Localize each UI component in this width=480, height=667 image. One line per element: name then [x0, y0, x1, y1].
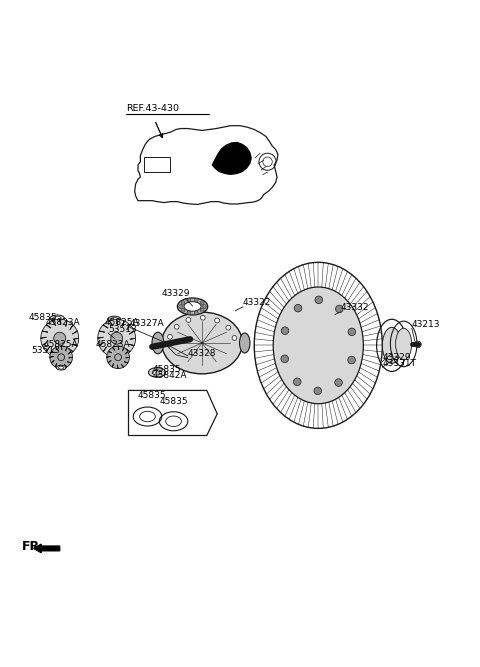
Circle shape — [194, 311, 198, 315]
Text: 45823A: 45823A — [46, 318, 80, 327]
Circle shape — [200, 308, 204, 312]
Text: 53513: 53513 — [108, 325, 137, 334]
Ellipse shape — [152, 370, 162, 375]
Circle shape — [335, 379, 342, 386]
Text: 43331T: 43331T — [383, 359, 416, 368]
Ellipse shape — [111, 317, 118, 321]
Circle shape — [186, 317, 191, 322]
Ellipse shape — [166, 416, 181, 426]
Circle shape — [174, 324, 179, 329]
Bar — [144, 157, 170, 172]
Text: FR.: FR. — [22, 540, 45, 553]
Circle shape — [181, 301, 185, 304]
FancyArrow shape — [34, 544, 60, 553]
Text: REF.43-430: REF.43-430 — [126, 104, 179, 113]
Text: 45825A: 45825A — [43, 340, 78, 349]
Circle shape — [168, 334, 172, 339]
Ellipse shape — [56, 366, 66, 370]
Ellipse shape — [148, 368, 166, 377]
Polygon shape — [97, 319, 136, 358]
Circle shape — [415, 341, 421, 348]
Ellipse shape — [140, 412, 156, 422]
Circle shape — [348, 328, 356, 336]
Ellipse shape — [178, 298, 208, 315]
Text: 45823A: 45823A — [96, 340, 130, 349]
Circle shape — [111, 332, 122, 344]
Text: 43322: 43322 — [243, 298, 271, 307]
Text: 45835: 45835 — [29, 313, 58, 322]
Ellipse shape — [383, 327, 401, 364]
Circle shape — [215, 318, 219, 323]
Ellipse shape — [396, 328, 412, 360]
Circle shape — [187, 311, 191, 315]
Text: 43327A: 43327A — [130, 319, 165, 327]
Ellipse shape — [162, 312, 242, 374]
Text: 43332: 43332 — [341, 303, 370, 312]
Circle shape — [226, 325, 231, 330]
Circle shape — [293, 378, 301, 386]
Circle shape — [281, 327, 289, 334]
Text: 45835: 45835 — [152, 365, 181, 374]
Circle shape — [115, 354, 121, 361]
Polygon shape — [212, 142, 252, 175]
Ellipse shape — [273, 287, 363, 404]
Text: 53513: 53513 — [31, 346, 60, 355]
Ellipse shape — [240, 333, 250, 353]
Polygon shape — [41, 319, 79, 358]
Polygon shape — [107, 346, 130, 369]
Circle shape — [315, 296, 323, 303]
Circle shape — [294, 304, 302, 312]
Circle shape — [201, 315, 205, 320]
Text: 45835: 45835 — [159, 397, 188, 406]
Circle shape — [203, 305, 206, 308]
Circle shape — [232, 336, 237, 340]
Ellipse shape — [108, 316, 121, 322]
Text: 43213: 43213 — [412, 319, 440, 329]
Circle shape — [336, 305, 343, 313]
Circle shape — [58, 354, 64, 361]
Circle shape — [281, 355, 288, 363]
Ellipse shape — [59, 366, 64, 369]
Text: 43328: 43328 — [188, 349, 216, 358]
Text: 45825A: 45825A — [105, 318, 139, 327]
Text: 45842A: 45842A — [152, 371, 187, 380]
Circle shape — [54, 332, 66, 344]
Polygon shape — [129, 390, 217, 436]
Ellipse shape — [184, 301, 201, 311]
Ellipse shape — [152, 332, 164, 354]
Circle shape — [314, 387, 322, 395]
Text: 43329: 43329 — [162, 289, 190, 298]
Circle shape — [187, 298, 191, 302]
Circle shape — [181, 308, 185, 312]
Circle shape — [179, 305, 182, 308]
Circle shape — [348, 356, 355, 364]
Text: 43329: 43329 — [383, 353, 411, 362]
Ellipse shape — [54, 316, 61, 320]
Circle shape — [200, 301, 204, 304]
Ellipse shape — [50, 315, 64, 321]
Text: 45835: 45835 — [138, 391, 167, 400]
Polygon shape — [50, 346, 72, 369]
Circle shape — [194, 298, 198, 302]
